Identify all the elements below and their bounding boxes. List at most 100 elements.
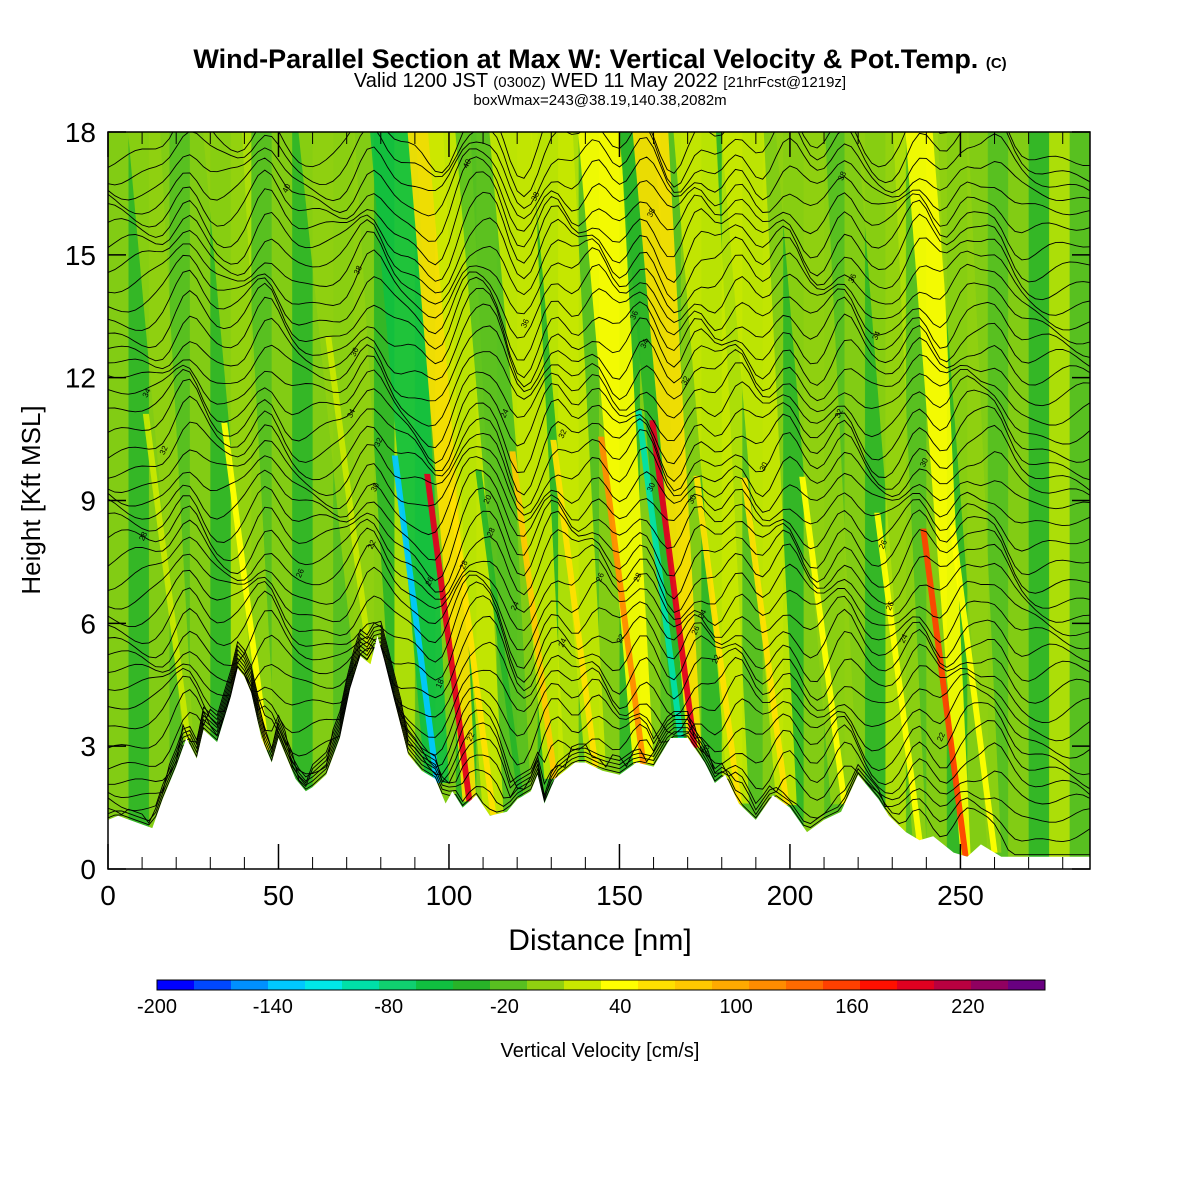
theta-contour-line (108, 375, 1090, 464)
colorbar-swatch (453, 980, 491, 990)
theta-contour-line (108, 645, 1090, 756)
updraft-band-halo (721, 132, 797, 806)
colorbar-swatch (342, 980, 380, 990)
theta-contour-line (108, 628, 1090, 799)
colorbar-tick-label: -20 (490, 996, 519, 1018)
theta-contour-line (108, 148, 1090, 220)
theta-contour-line (108, 231, 1090, 305)
theta-contour-line (108, 287, 1090, 379)
theta-contour-line (108, 469, 1090, 561)
theta-contour-label: 30 (686, 493, 698, 505)
theta-contour-label: 26 (594, 571, 606, 583)
colorbar-tick-label: 40 (609, 996, 631, 1018)
theta-contour-label: 24 (696, 608, 708, 620)
theta-contour-line (108, 191, 1090, 282)
theta-contour-line (108, 527, 1090, 600)
theta-contour-line (108, 171, 1090, 266)
theta-contour-label: 26 (294, 567, 306, 579)
theta-contour-line (108, 263, 1090, 339)
x-tick-label: 200 (767, 880, 814, 911)
y-tick-label: 12 (65, 363, 96, 394)
theta-contour-label: 32 (557, 428, 569, 440)
x-tick-label: 150 (596, 880, 643, 911)
colorbar-tick-label: 220 (951, 996, 984, 1018)
updraft-band-core (693, 475, 742, 804)
theta-contour-label: 40 (461, 157, 473, 169)
theta-contour-label: 30 (918, 456, 930, 468)
y-tick-label: 6 (80, 608, 96, 639)
updraft-band-halo (370, 132, 449, 784)
colorbar: -200 -140 -80 -20 40 100 160 220 (137, 979, 1046, 1018)
theta-contour-label: 34 (345, 407, 357, 419)
y-tick-label: 0 (80, 854, 96, 885)
y-tick-label: 15 (65, 240, 96, 271)
theta-contour-line (108, 574, 1090, 651)
updraft-band-core (221, 422, 270, 751)
colorbar-swatch (416, 980, 454, 990)
theta-contour-line (108, 348, 1090, 427)
theta-contour-label: 34 (141, 387, 153, 399)
updraft-band-halo (203, 132, 276, 751)
colorbar-tick-label: 160 (835, 996, 868, 1018)
theta-contour-line (108, 424, 1090, 509)
chart-title: Wind-Parallel Section at Max W: Vertical… (0, 44, 1200, 75)
theta-contour-line (108, 615, 1090, 699)
theta-contour-label: 26 (884, 599, 896, 611)
theta-contour-label: 34 (870, 329, 882, 341)
theta-contour-label: 24 (898, 632, 910, 644)
updraft-band-halo (489, 132, 565, 779)
theta-contour-line (108, 389, 1090, 473)
x-tick-label: 250 (937, 880, 984, 911)
contour-labels: 40 40 38 38 38 38 36 36 36 34 34 36 32 34 34 24 32 32 32 32… (137, 157, 947, 755)
theta-contour-label: 20 (700, 743, 712, 755)
theta-contour-line (108, 645, 1090, 738)
updraft-band-core (949, 525, 998, 853)
theta-contour-line (108, 509, 1090, 593)
theta-contour-line (108, 487, 1090, 582)
theta-contour-label: 22 (615, 632, 627, 644)
theta-contour-label: 26 (877, 538, 889, 550)
x-axis-label: Distance [nm] (508, 924, 691, 957)
updraft-band-halo (857, 132, 927, 841)
colorbar-tick-label: -80 (374, 996, 403, 1018)
x-tick-label: 0 (100, 880, 116, 911)
colorbar-tick-label: 100 (719, 996, 752, 1018)
updraft-band-core (635, 410, 684, 738)
theta-contour-label: 22 (710, 653, 722, 665)
theta-contour-label: 38 (352, 264, 364, 276)
theta-contour-label: 32 (833, 407, 845, 419)
colorbar-swatch (194, 980, 232, 990)
theta-contour-label: 18 (434, 677, 446, 689)
theta-contour-label: 28 (137, 530, 149, 542)
updraft-band-halo (673, 132, 750, 804)
colorbar-swatch (638, 980, 676, 990)
theta-contour-label: 24 (557, 636, 569, 648)
theta-contour-label: 22 (465, 730, 477, 742)
theta-contour-label: 22 (935, 730, 947, 742)
utc-time-label: (0300Z) (493, 74, 546, 91)
field-stripe (1028, 132, 1050, 869)
theta-contour-label: 30 (645, 481, 657, 493)
terrain-mask (108, 635, 1090, 869)
colorbar-swatch (1008, 980, 1046, 990)
colorbar-swatch (305, 980, 343, 990)
updraft-band-core (325, 336, 374, 665)
updraft-band-halo (905, 132, 971, 857)
field-stripe (1049, 132, 1071, 869)
colorbar-swatch (527, 980, 565, 990)
theta-contour-label: 38 (836, 170, 848, 182)
box-wmax-label: boxWmax=243@38.19,140.38,2082m (473, 92, 727, 109)
colorbar-swatch (675, 980, 713, 990)
theta-contour-line (108, 405, 1090, 496)
forecast-label: [21hrFcst@1219z] (723, 74, 847, 91)
colorbar-swatch (712, 980, 750, 990)
theta-contour-label: 34 (639, 337, 651, 349)
theta-contour-line (108, 276, 1090, 361)
theta-contour-label: 32 (158, 444, 170, 456)
terrain-fill (108, 635, 1090, 869)
theta-contour-line (108, 645, 1090, 856)
colorbar-swatch (231, 980, 269, 990)
potential-temperature-contours (108, 132, 1090, 856)
theta-contour-label: 28 (458, 559, 470, 571)
